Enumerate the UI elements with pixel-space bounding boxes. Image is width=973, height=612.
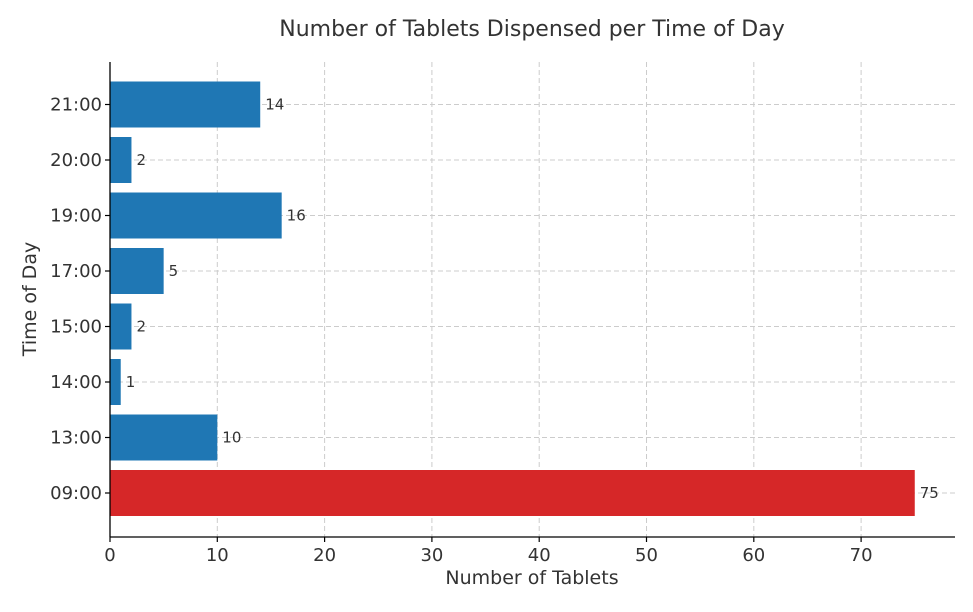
data-label: 75 bbox=[920, 484, 939, 502]
data-label: 2 bbox=[136, 318, 146, 336]
bar-2100 bbox=[110, 81, 261, 128]
axes bbox=[109, 62, 955, 538]
y-tick-label: 13:00 bbox=[50, 428, 102, 449]
x-tick-label: 60 bbox=[742, 545, 765, 566]
x-tick-label: 40 bbox=[528, 545, 551, 566]
bar-2000 bbox=[110, 137, 132, 183]
x-tick-label: 70 bbox=[850, 545, 873, 566]
bar-1700 bbox=[110, 248, 164, 294]
x-tick-label: 30 bbox=[420, 545, 443, 566]
y-tick-label: 15:00 bbox=[50, 317, 102, 338]
data-label: 2 bbox=[136, 151, 146, 169]
y-axis-ticks: 09:00 13:00 14:00 15:00 17:00 19:00 20:00 21:00 bbox=[50, 95, 110, 504]
x-axis-label: Number of Tablets bbox=[445, 567, 618, 589]
x-tick-label: 0 bbox=[104, 545, 115, 566]
bar-1300 bbox=[110, 414, 218, 461]
data-labels: 75 10 1 2 5 16 2 14 bbox=[126, 96, 939, 503]
data-label: 14 bbox=[265, 96, 284, 114]
y-tick-label: 19:00 bbox=[50, 206, 102, 227]
y-tick-label: 20:00 bbox=[50, 150, 102, 171]
y-tick-label: 09:00 bbox=[50, 483, 102, 504]
bar-0900 bbox=[110, 470, 915, 516]
y-tick-label: 17:00 bbox=[50, 261, 102, 282]
grid-lines bbox=[109, 62, 955, 537]
bars bbox=[110, 81, 915, 516]
y-axis-label: Time of Day bbox=[19, 242, 41, 357]
x-axis-ticks: 0 10 20 30 40 50 60 70 bbox=[104, 537, 873, 566]
data-label: 10 bbox=[222, 429, 241, 447]
bar-1900 bbox=[110, 192, 282, 239]
y-tick-label: 21:00 bbox=[50, 95, 102, 116]
x-tick-label: 10 bbox=[206, 545, 229, 566]
chart-title: Number of Tablets Dispensed per Time of … bbox=[279, 17, 784, 42]
data-label: 16 bbox=[287, 207, 306, 225]
data-label: 1 bbox=[126, 373, 136, 391]
x-tick-label: 50 bbox=[635, 545, 658, 566]
data-label: 5 bbox=[169, 262, 179, 280]
bar-1500 bbox=[110, 303, 132, 350]
x-tick-label: 20 bbox=[313, 545, 336, 566]
y-tick-label: 14:00 bbox=[50, 372, 102, 393]
bar-1400 bbox=[110, 359, 121, 405]
